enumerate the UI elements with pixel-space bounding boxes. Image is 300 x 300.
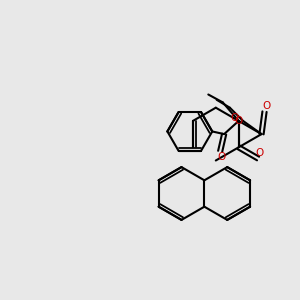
Text: O: O [256,148,264,158]
Text: O: O [218,152,226,162]
Text: O: O [230,113,239,123]
Text: O: O [262,101,270,111]
Text: O: O [235,116,243,126]
